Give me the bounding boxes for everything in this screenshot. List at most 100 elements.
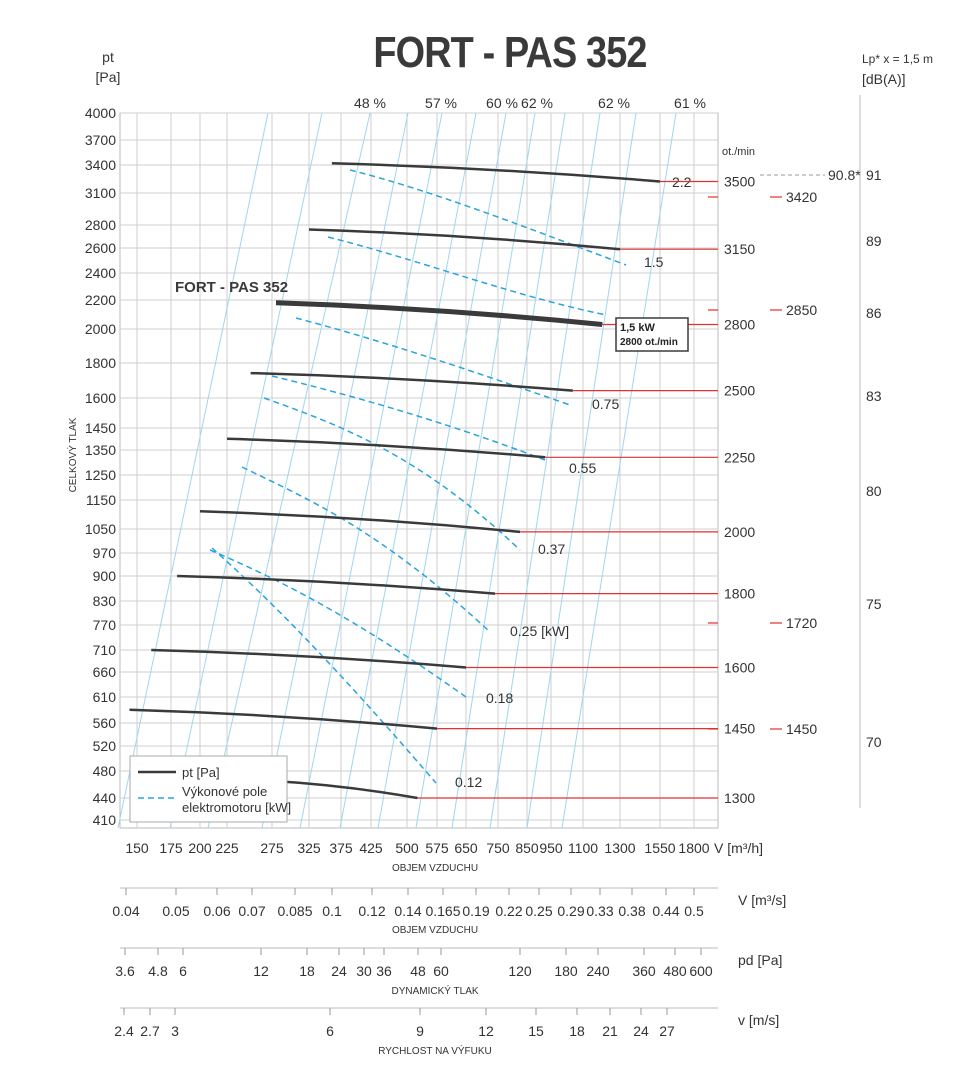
power-label: 0.18 — [486, 690, 513, 706]
pressure-curve — [308, 228, 621, 251]
scale-tick-label: 30 — [356, 963, 372, 979]
power-curve — [327, 236, 607, 316]
noise-rpm-label: 1720 — [786, 615, 817, 631]
x-tick-label: 225 — [215, 840, 239, 856]
y-tick-label: 1250 — [85, 467, 116, 483]
noise-tick-label: 89 — [866, 233, 882, 249]
y-axis-label: CELKOVÝ TLAK — [66, 417, 79, 492]
noise-rpm-label: 2850 — [786, 302, 817, 318]
scale-tick-label: 24 — [633, 1023, 649, 1039]
chart-title: FORT - PAS 352 — [373, 28, 647, 77]
scale-tick-label: 0.29 — [557, 903, 584, 919]
y-tick-label: 1450 — [85, 420, 116, 436]
pressure-curve — [177, 574, 496, 595]
x-tick-label: 425 — [359, 840, 383, 856]
power-curve — [263, 397, 521, 551]
power-label: 0.25 [kW] — [510, 623, 569, 639]
rpm-label: 1600 — [724, 659, 755, 675]
rpm-label: 1450 — [724, 721, 755, 737]
op-point-rpm: 2800 ot./min — [620, 337, 678, 348]
y-tick-label: 480 — [93, 763, 117, 779]
legend-label: pt [Pa] — [182, 765, 220, 780]
noise-tick-label: 70 — [866, 734, 882, 750]
pressure-curve — [129, 708, 438, 730]
efficiency-line — [207, 112, 371, 829]
scale-tick-label: 6 — [179, 963, 187, 979]
efficiency-label: 62 % — [598, 95, 630, 111]
rpm-label: 3500 — [724, 173, 755, 189]
efficiency-line — [169, 112, 323, 829]
scale-tick-label: 3 — [171, 1023, 179, 1039]
x-tick-label: 375 — [329, 840, 353, 856]
scale-tick-label: 27 — [659, 1023, 675, 1039]
scale-tick-label: 0.05 — [162, 903, 189, 919]
efficiency-label: 57 % — [425, 95, 457, 111]
scale-tick-label: 0.25 — [525, 903, 552, 919]
efficiency-line — [415, 112, 536, 829]
x-tick-label: 500 — [395, 840, 419, 856]
rpm-label: 2800 — [724, 316, 755, 332]
noise-header: Lp* x = 1,5 m — [862, 52, 933, 66]
y-tick-label: 660 — [93, 664, 117, 680]
scale-tick-label: 9 — [416, 1023, 424, 1039]
x-tick-label: 150 — [125, 840, 149, 856]
scale-tick-label: 480 — [663, 963, 687, 979]
legend-label: Výkonové pole — [182, 784, 267, 799]
scale-tick-label: 0.22 — [495, 903, 522, 919]
pressure-curve — [226, 437, 546, 459]
y-tick-label: 560 — [93, 715, 117, 731]
x-tick-label: 1800 — [678, 840, 709, 856]
scale-tick-label: 12 — [478, 1023, 494, 1039]
highlight-label: FORT - PAS 352 — [175, 279, 288, 296]
power-curve — [211, 547, 437, 784]
scale-tick-label: 360 — [632, 963, 656, 979]
rpm-label: 2500 — [724, 383, 755, 399]
y-tick-label: 830 — [93, 593, 117, 609]
y-tick-label: 2200 — [85, 292, 116, 308]
efficiency-line — [377, 112, 507, 829]
legend-box — [129, 755, 288, 823]
scale-tick-label: 2.4 — [114, 1023, 134, 1039]
y-tick-label: 1600 — [85, 390, 116, 406]
efficiency-line — [451, 112, 566, 829]
scale-tick-label: 240 — [586, 963, 610, 979]
x-tick-label: 575 — [425, 840, 449, 856]
scale-tick-label: 6 — [326, 1023, 334, 1039]
y-tick-label: 2400 — [85, 265, 116, 281]
rpm-label: 3150 — [724, 241, 755, 257]
y-tick-label: 3700 — [85, 132, 116, 148]
y-tick-label: 2000 — [85, 321, 116, 337]
pressure-curve — [271, 779, 418, 800]
scale-tick-label: 18 — [299, 963, 315, 979]
x-unit-label: V [m³/h] — [714, 840, 763, 856]
op-point-box — [615, 317, 689, 352]
power-label: 1.5 — [644, 254, 664, 270]
scale-tick-label: 0.12 — [358, 903, 385, 919]
power-curve — [209, 549, 467, 698]
scale-tick-label: 600 — [689, 963, 713, 979]
power-curve — [271, 375, 546, 461]
scale-tick-label: 0.44 — [652, 903, 679, 919]
x-tick-label: 850 — [515, 840, 539, 856]
power-curve — [295, 317, 571, 406]
pressure-curve — [331, 162, 661, 183]
power-label: 0.55 — [569, 460, 596, 476]
y-tick-label: 900 — [93, 568, 117, 584]
scale-unit: v [m/s] — [738, 1012, 779, 1028]
op-point-power: 1,5 kW — [620, 322, 655, 334]
noise-tick-label: 80 — [866, 483, 882, 499]
y-tick-label: 4000 — [85, 105, 116, 121]
rpm-label: 1800 — [724, 586, 755, 602]
noise-rpm-label: 3420 — [786, 189, 817, 205]
scale-tick-label: 0.085 — [277, 903, 312, 919]
scale-tick-label: 180 — [554, 963, 578, 979]
rpm-header: ot./min — [722, 146, 755, 158]
efficiency-label: 62 % — [521, 95, 553, 111]
y-tick-label: 610 — [93, 689, 117, 705]
scale-tick-label: 21 — [602, 1023, 618, 1039]
scale-tick-label: 0.06 — [203, 903, 230, 919]
x-tick-label: 275 — [260, 840, 284, 856]
scale-tick-label: 0.07 — [238, 903, 265, 919]
scale-tick-label: 0.1 — [322, 903, 342, 919]
